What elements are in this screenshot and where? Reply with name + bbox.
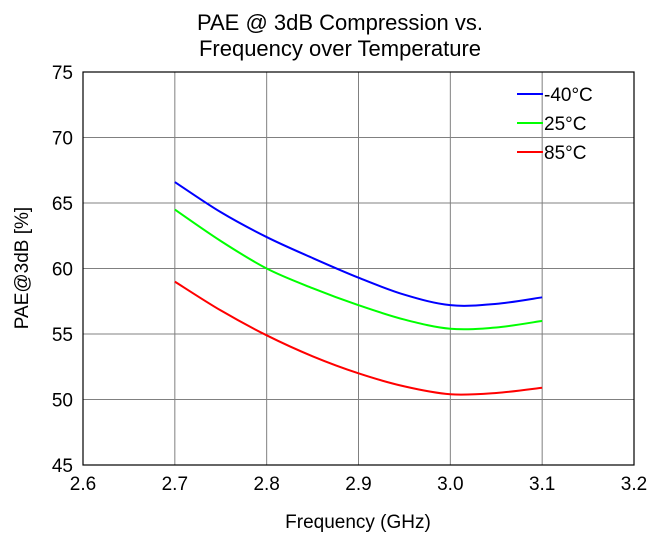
legend-label: -40°C (544, 85, 593, 106)
legend: -40°C 25°C 85°C (517, 85, 593, 164)
y-tick-label: 75 (52, 63, 73, 84)
x-tick-label: 3.2 (621, 474, 647, 495)
x-tick-label: 2.6 (70, 474, 96, 495)
y-tick-label: 55 (52, 325, 73, 346)
legend-label: 25°C (544, 114, 586, 135)
y-tick-label: 70 (52, 129, 73, 150)
y-tick-label: 60 (52, 260, 73, 281)
x-tick-label: 2.8 (253, 474, 279, 495)
grid (83, 72, 634, 465)
chart-title-line-1: PAE @ 3dB Compression vs. (197, 10, 483, 35)
legend-label: 85°C (544, 143, 586, 164)
series-line (174, 181, 543, 307)
x-tick-label: 3.0 (437, 474, 463, 495)
x-axis-label: Frequency (GHz) (285, 512, 431, 533)
y-axis-label: PAE@3dB [%] (12, 207, 33, 329)
x-tick-label: 2.7 (162, 474, 188, 495)
x-tick-label: 3.1 (529, 474, 555, 495)
series-group (174, 181, 543, 396)
series-line (174, 280, 543, 396)
chart-title-line-2: Frequency over Temperature (199, 36, 481, 61)
x-axis-ticks: 2.6 2.7 2.8 2.9 3.0 3.1 3.2 (70, 474, 647, 495)
x-tick-label: 2.9 (345, 474, 371, 495)
y-tick-label: 45 (52, 456, 73, 477)
plot-area-frame (82, 71, 635, 466)
y-axis-ticks: 45 50 55 60 65 70 75 (52, 63, 73, 477)
y-tick-label: 65 (52, 194, 73, 215)
y-tick-label: 50 (52, 391, 73, 412)
series-line (174, 208, 543, 331)
